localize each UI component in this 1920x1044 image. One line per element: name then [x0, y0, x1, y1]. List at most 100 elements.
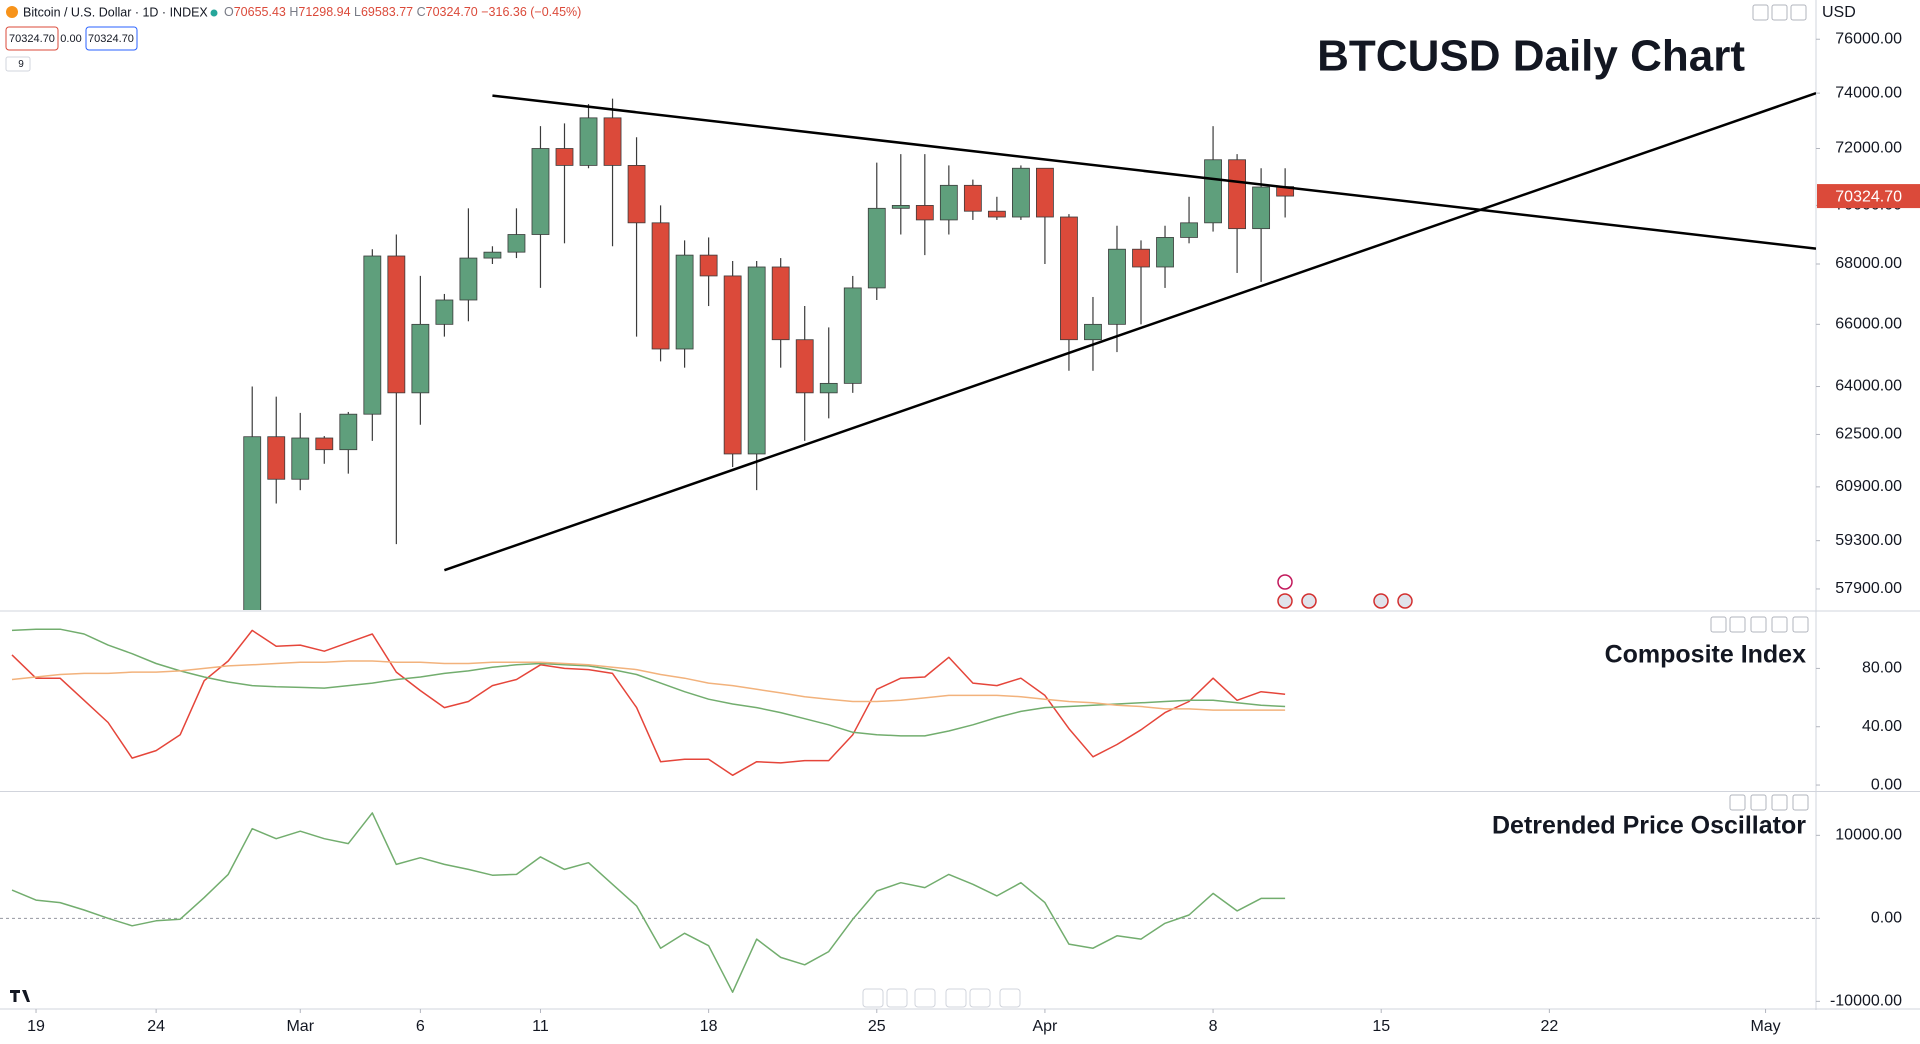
y-tick-label: 60900.00 — [1835, 478, 1902, 495]
event-icon[interactable] — [1397, 593, 1413, 609]
button[interactable] — [1771, 616, 1788, 633]
event-icon[interactable] — [1301, 593, 1317, 609]
x-tick-label: May — [1750, 1018, 1780, 1035]
y-tick-label: 74000.00 — [1835, 84, 1902, 101]
y-tick-label: 59300.00 — [1835, 532, 1902, 549]
ohlc-key: C — [417, 5, 426, 19]
button[interactable] — [1750, 616, 1767, 633]
event-icon[interactable] — [1277, 593, 1293, 609]
button[interactable] — [914, 988, 936, 1008]
candle-body — [411, 323, 430, 394]
event-icons — [1277, 574, 1413, 609]
status-dot — [210, 9, 218, 17]
button[interactable] — [1750, 794, 1767, 811]
x-tick-label: Apr — [1032, 1018, 1058, 1035]
event-icon[interactable] — [1277, 574, 1293, 590]
candle-body — [891, 205, 910, 209]
button[interactable] — [945, 988, 967, 1008]
symbol-title[interactable]: Bitcoin / U.S. Dollar · 1D · INDEX — [23, 5, 208, 19]
x-tick-label: 15 — [1372, 1018, 1390, 1035]
ohlc-value: 70324.70 — [426, 5, 478, 19]
candle-body — [267, 436, 286, 480]
button[interactable] — [1771, 4, 1788, 21]
y-tick-label: 68000.00 — [1835, 255, 1902, 272]
y-tick-label: 57900.00 — [1835, 580, 1902, 597]
trend-line — [492, 94, 1816, 250]
ohlc-value: 70655.43 — [234, 5, 286, 19]
candle-body — [987, 210, 1006, 218]
candle-body — [579, 117, 598, 166]
pane-title: Composite Index — [1605, 641, 1807, 669]
y-tick-label: 72000.00 — [1835, 140, 1902, 157]
candle-body — [483, 251, 502, 259]
button[interactable] — [1710, 616, 1727, 633]
candle-body — [507, 234, 526, 253]
candle-body — [867, 207, 886, 289]
indicator-count: 9 — [18, 59, 24, 70]
candle-body — [1228, 159, 1246, 230]
x-tick-label: 19 — [27, 1018, 45, 1035]
button[interactable] — [1790, 4, 1807, 21]
button[interactable] — [1792, 794, 1809, 811]
candle-body — [1132, 248, 1150, 268]
button[interactable] — [862, 988, 884, 1008]
candle-body — [747, 266, 766, 455]
candle-body — [1108, 248, 1126, 325]
ohlc-legend: O70655.43 H71298.94 L69583.77 C70324.70 … — [224, 5, 581, 19]
y-axis-label: USD — [1822, 4, 1856, 21]
y-tick-label: 10000.00 — [1835, 827, 1902, 844]
pane-title: Detrended Price Oscillator — [1492, 812, 1806, 840]
button[interactable] — [1792, 616, 1809, 633]
candle-body — [1180, 222, 1198, 238]
indicator-line — [11, 660, 1286, 711]
button[interactable] — [1752, 4, 1769, 21]
candle-body — [675, 254, 694, 350]
button[interactable] — [999, 988, 1021, 1008]
chart-title: BTCUSD Daily Chart — [1317, 32, 1745, 81]
button[interactable] — [1729, 794, 1746, 811]
indicator-toggle[interactable] — [5, 56, 31, 72]
coin-icon — [6, 6, 18, 18]
candle-body — [1156, 237, 1174, 268]
last-price-box — [1817, 184, 1920, 209]
x-tick-label: 24 — [147, 1018, 165, 1035]
candle-body — [531, 148, 550, 235]
candle-body — [795, 339, 814, 394]
x-tick-label: 6 — [416, 1018, 425, 1035]
y-tick-label: 66000.00 — [1835, 316, 1902, 333]
candle-body — [339, 413, 358, 451]
ohlc-change: −316.36 (−0.45%) — [481, 5, 581, 19]
ohlc-key: O — [224, 5, 234, 19]
x-tick-label: Mar — [286, 1018, 314, 1035]
plot-area — [0, 812, 1816, 993]
indicator-line — [11, 629, 1286, 777]
y-tick-label: 76000.00 — [1835, 30, 1902, 47]
candle-body — [1204, 159, 1222, 224]
bid-price: 70324.70 — [9, 33, 55, 45]
logo — [10, 990, 30, 1002]
x-tick-label: 11 — [532, 1018, 549, 1035]
button[interactable] — [969, 988, 991, 1008]
ohlc-key: H — [289, 5, 298, 19]
candle-body — [1084, 323, 1102, 341]
button[interactable] — [886, 988, 908, 1008]
y-tick-label: 0.00 — [1871, 776, 1902, 793]
button[interactable] — [1729, 616, 1746, 633]
candle-body — [939, 184, 958, 221]
bid-box[interactable] — [5, 26, 59, 51]
button[interactable] — [1771, 794, 1788, 811]
indicator-line — [11, 812, 1286, 993]
ohlc-value: 71298.94 — [298, 5, 350, 19]
indicator-line — [11, 628, 1286, 737]
y-tick-label: 40.00 — [1862, 718, 1902, 735]
candle-body — [315, 437, 334, 451]
candle-body — [843, 287, 862, 384]
y-tick-label: 62500.00 — [1835, 426, 1902, 443]
ask-box[interactable] — [85, 26, 138, 51]
candle-body — [555, 148, 574, 166]
event-icon[interactable] — [1373, 593, 1389, 609]
y-tick-label: 64000.00 — [1835, 378, 1902, 395]
candle-body — [363, 255, 382, 415]
